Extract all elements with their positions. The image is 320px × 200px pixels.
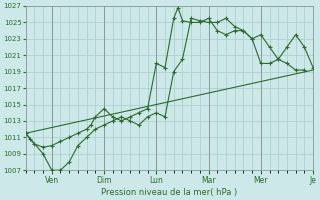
X-axis label: Pression niveau de la mer( hPa ): Pression niveau de la mer( hPa ) — [101, 188, 237, 197]
